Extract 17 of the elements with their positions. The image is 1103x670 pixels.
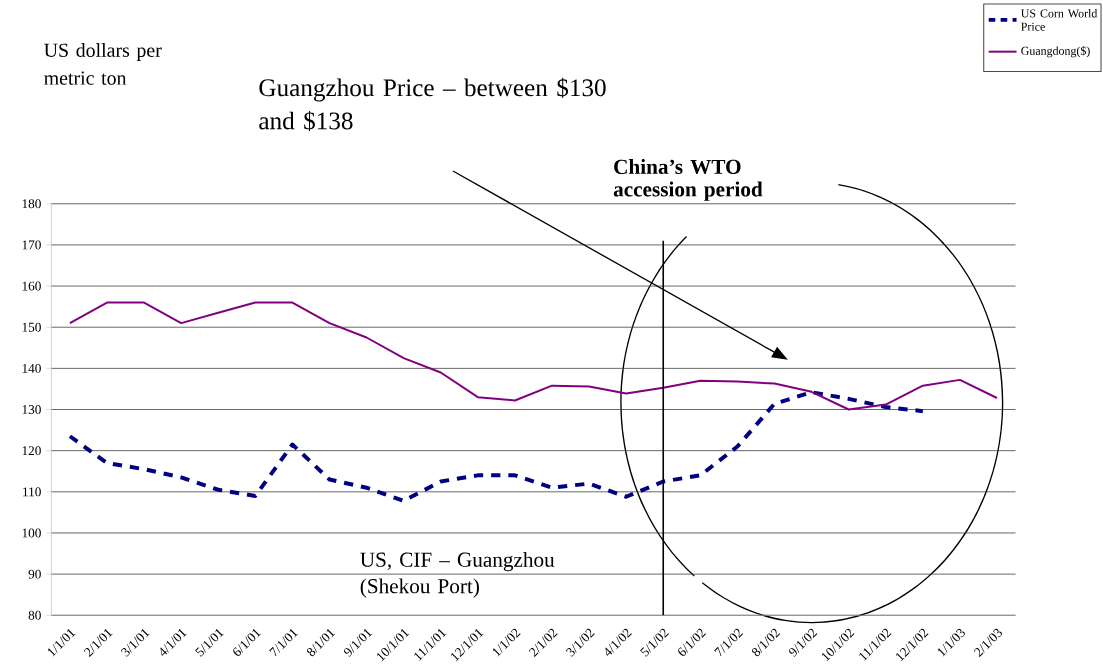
- y-tick-label: 110: [23, 487, 41, 497]
- y-tick-label: 90: [28, 569, 41, 579]
- y-tick-label: 80: [28, 610, 41, 620]
- text: US dollars per metric ton: [44, 43, 162, 85]
- y-tick-label: 140: [22, 363, 41, 373]
- y-tick-label: 130: [22, 405, 41, 415]
- y-tick-label: 160: [22, 281, 41, 291]
- legend-label: Guangdong($): [1021, 46, 1090, 58]
- y-tick-label: 150: [22, 322, 41, 332]
- legend-label: US Corn World Price: [1021, 9, 1098, 31]
- y-tick-label: 120: [22, 446, 41, 456]
- text: Guangzhou Price – between $130 and $138: [259, 77, 606, 132]
- annotation: US, CIF – Guangzhou (Shekou Port): [360, 551, 555, 598]
- y-tick-label: 180: [22, 199, 41, 209]
- y-tick-label: 100: [22, 528, 41, 538]
- y-tick-label: 170: [22, 240, 41, 250]
- ref-line-label: China’s WTO accession period: [613, 159, 763, 201]
